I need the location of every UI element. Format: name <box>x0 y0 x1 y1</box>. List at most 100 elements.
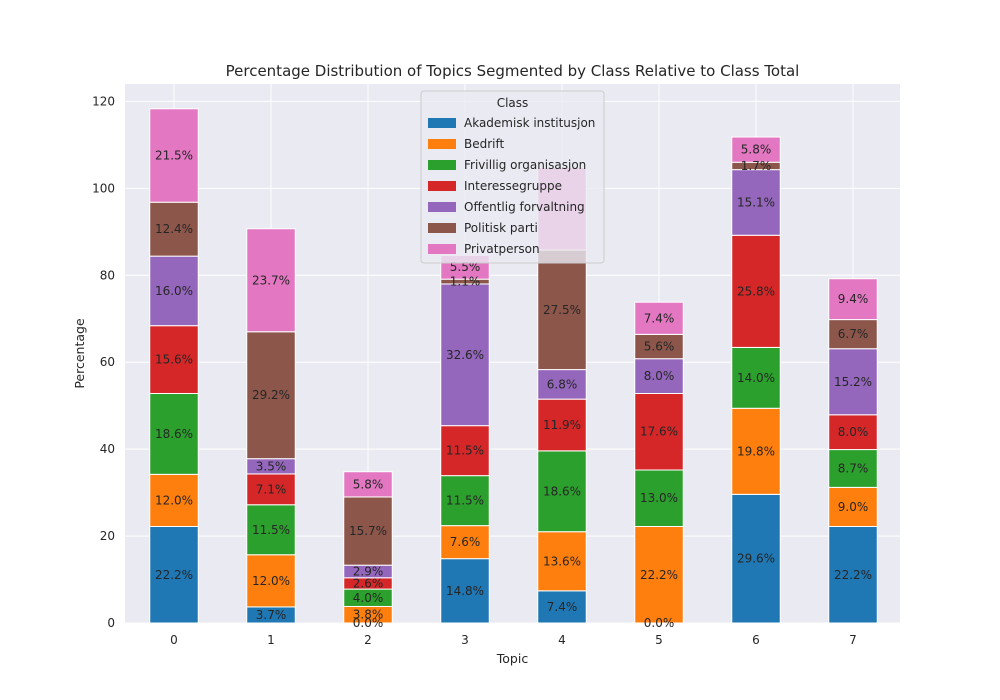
segment-value-label: 7.1% <box>256 482 287 496</box>
bar-segment <box>731 493 781 624</box>
bar-segment <box>440 425 490 477</box>
x-tick-labels: 0 1 2 3 4 5 6 7 <box>170 633 857 647</box>
segment-value-label: 15.6% <box>155 353 193 367</box>
bar-segment <box>828 278 878 321</box>
segment-value-label: 0.0% <box>644 616 675 630</box>
segment-value-label: 29.2% <box>252 388 290 402</box>
segment-value-label: 25.8% <box>737 284 775 298</box>
legend-swatch <box>428 244 456 254</box>
segment-value-label: 6.7% <box>838 327 869 341</box>
segment-value-label: 3.8% <box>353 608 384 622</box>
bar-segment <box>537 369 587 400</box>
segment-value-label: 5.5% <box>450 260 481 274</box>
segment-value-label: 11.5% <box>252 523 290 537</box>
segment-value-label: 18.6% <box>543 484 581 498</box>
segment-value-label: 7.6% <box>450 535 481 549</box>
legend-swatch <box>428 223 456 233</box>
legend-entry-label: Bedrift <box>464 137 505 151</box>
y-tick-label: 80 <box>100 268 115 282</box>
legend-entry-label: Offentlig forvaltning <box>464 200 585 214</box>
x-tick-label: 2 <box>364 633 372 647</box>
segment-value-label: 22.2% <box>155 568 193 582</box>
x-tick-label: 0 <box>170 633 178 647</box>
y-tick-labels: 0 20 40 60 80 100 120 <box>92 94 115 630</box>
bar-segment <box>537 450 587 533</box>
y-axis-label: Percentage <box>72 318 87 389</box>
segment-value-label: 11.5% <box>446 444 484 458</box>
bar-segment <box>731 407 781 495</box>
segment-value-label: 1.7% <box>741 159 772 173</box>
legend-entry-label: Politisk parti <box>464 221 538 235</box>
x-tick-label: 3 <box>461 633 469 647</box>
legend-entry-label: Privatperson <box>464 242 540 256</box>
bar-segment <box>440 558 490 624</box>
legend-entry-label: Frivillig organisasjon <box>464 158 586 172</box>
bar-segment <box>828 414 878 451</box>
bar-segment <box>634 469 684 528</box>
bar-segment <box>537 531 587 592</box>
legend: Class Akademisk institusjon Bedrift Frivil… <box>420 90 605 264</box>
bar-segment <box>731 234 781 348</box>
bar-segment <box>634 526 684 624</box>
segment-value-label: 8.0% <box>644 369 675 383</box>
bar-segment <box>149 325 199 394</box>
segment-value-label: 18.6% <box>155 427 193 441</box>
x-axis-label: Topic <box>496 651 529 666</box>
bar-segment <box>537 590 587 624</box>
y-tick-label: 60 <box>100 355 115 369</box>
legend-swatch <box>428 118 456 128</box>
bar-segment <box>246 228 296 333</box>
bar-segment <box>246 504 296 556</box>
bar-segment <box>828 348 878 416</box>
bar-segment <box>149 108 199 203</box>
legend-swatch <box>428 181 456 191</box>
segment-value-label: 8.0% <box>838 425 869 439</box>
bar-segment <box>343 496 393 566</box>
bar-segment <box>149 255 199 327</box>
bar-segment <box>246 473 296 506</box>
legend-swatch <box>428 202 456 212</box>
bar-segment <box>149 201 199 257</box>
x-tick-label: 4 <box>558 633 566 647</box>
segment-value-label: 12.0% <box>252 574 290 588</box>
segment-value-label: 8.7% <box>838 461 869 475</box>
legend-entry-label: Interessegruppe <box>464 179 562 193</box>
bar-segment <box>440 283 490 427</box>
bar-segment <box>634 358 684 394</box>
segment-value-label: 5.8% <box>741 143 772 157</box>
segment-value-label: 22.2% <box>640 568 678 582</box>
segment-value-label: 1.1% <box>450 275 481 289</box>
segment-labels: 22.2% 12.0% 18.6% 15.6% 16.0% 12.4% 21.5% 3.7% 1… <box>155 143 872 630</box>
bar-segment <box>731 136 781 163</box>
y-tick-label: 40 <box>100 442 115 456</box>
bar-segment <box>828 486 878 528</box>
x-tick-label: 6 <box>752 633 760 647</box>
segment-value-label: 15.1% <box>737 195 775 209</box>
segment-value-label: 3.7% <box>256 608 287 622</box>
segment-value-label: 12.4% <box>155 222 193 236</box>
bar-segment <box>828 526 878 624</box>
segment-value-label: 4.0% <box>353 591 384 605</box>
legend-box <box>420 90 605 264</box>
segment-value-label: 7.4% <box>547 600 578 614</box>
segment-value-label: 5.6% <box>644 340 675 354</box>
bar-segment <box>634 301 684 335</box>
y-tick-label: 0 <box>107 616 115 630</box>
segment-value-label: 19.8% <box>737 444 775 458</box>
segment-value-label: 14.0% <box>737 371 775 385</box>
x-tick-label: 1 <box>267 633 275 647</box>
segment-value-label: 14.8% <box>446 584 484 598</box>
segment-value-label: 15.7% <box>349 524 387 538</box>
segment-value-label: 6.8% <box>547 377 578 391</box>
segment-value-label: 17.6% <box>640 425 678 439</box>
chart-title: Percentage Distribution of Topics Segmen… <box>226 62 800 80</box>
segment-value-label: 11.5% <box>446 494 484 508</box>
segment-value-label: 11.9% <box>543 418 581 432</box>
legend-title: Class <box>497 96 529 110</box>
segment-value-label: 32.6% <box>446 348 484 362</box>
segment-value-label: 27.5% <box>543 303 581 317</box>
segment-value-label: 5.8% <box>353 477 384 491</box>
x-tick-label: 7 <box>849 633 857 647</box>
segment-value-label: 9.0% <box>838 500 869 514</box>
segment-value-label: 3.5% <box>256 459 287 473</box>
